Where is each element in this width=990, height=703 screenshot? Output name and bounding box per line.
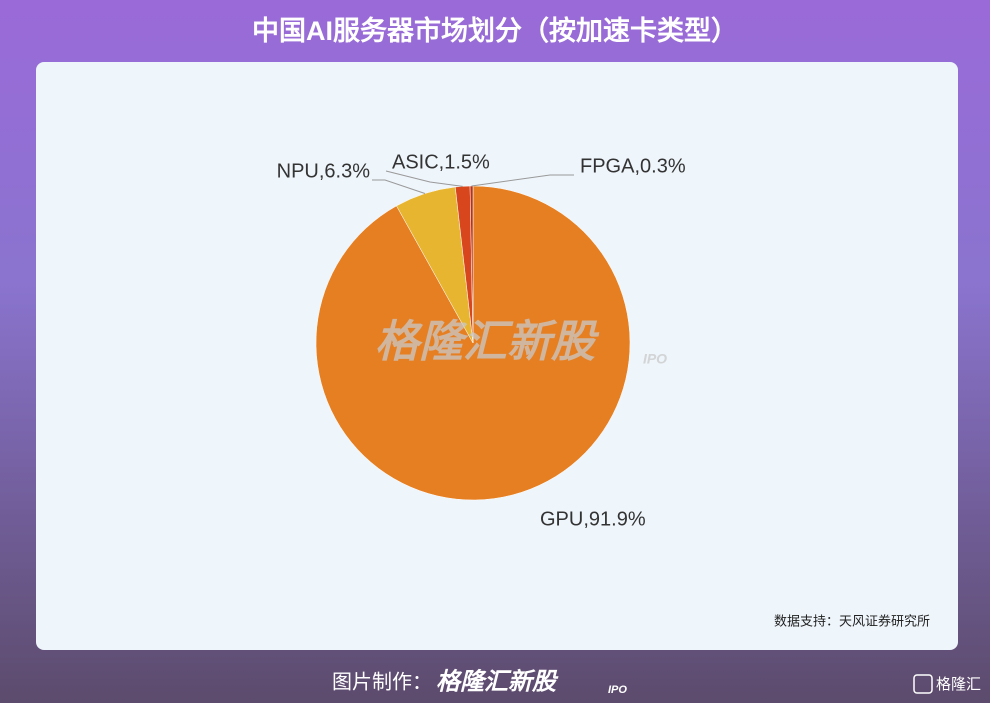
footer-suffix: IPO: [608, 684, 627, 696]
footer-logo: 格隆汇: [936, 676, 981, 693]
pie: [315, 170, 631, 501]
source: 数据支持：天风证券研究所: [774, 613, 930, 628]
data-label: NPU,6.3%: [277, 160, 371, 182]
footer-brand: 格隆汇新股: [436, 668, 559, 695]
watermark: 格隆汇新股: [375, 318, 600, 367]
data-label: ASIC,1.5%: [392, 151, 490, 173]
data-label: GPU,91.9%: [540, 508, 646, 530]
leader-line: [385, 170, 463, 187]
title: 中国AI服务器市场划分（按加速卡类型）: [252, 15, 738, 46]
data-label: FPGA,0.3%: [580, 155, 686, 177]
logo-icon: [913, 674, 933, 694]
watermark-suffix: IPO: [643, 351, 667, 367]
leader-line: [471, 174, 574, 187]
footer-credit: 图片制作：: [332, 670, 432, 693]
leader-line: [372, 179, 426, 195]
